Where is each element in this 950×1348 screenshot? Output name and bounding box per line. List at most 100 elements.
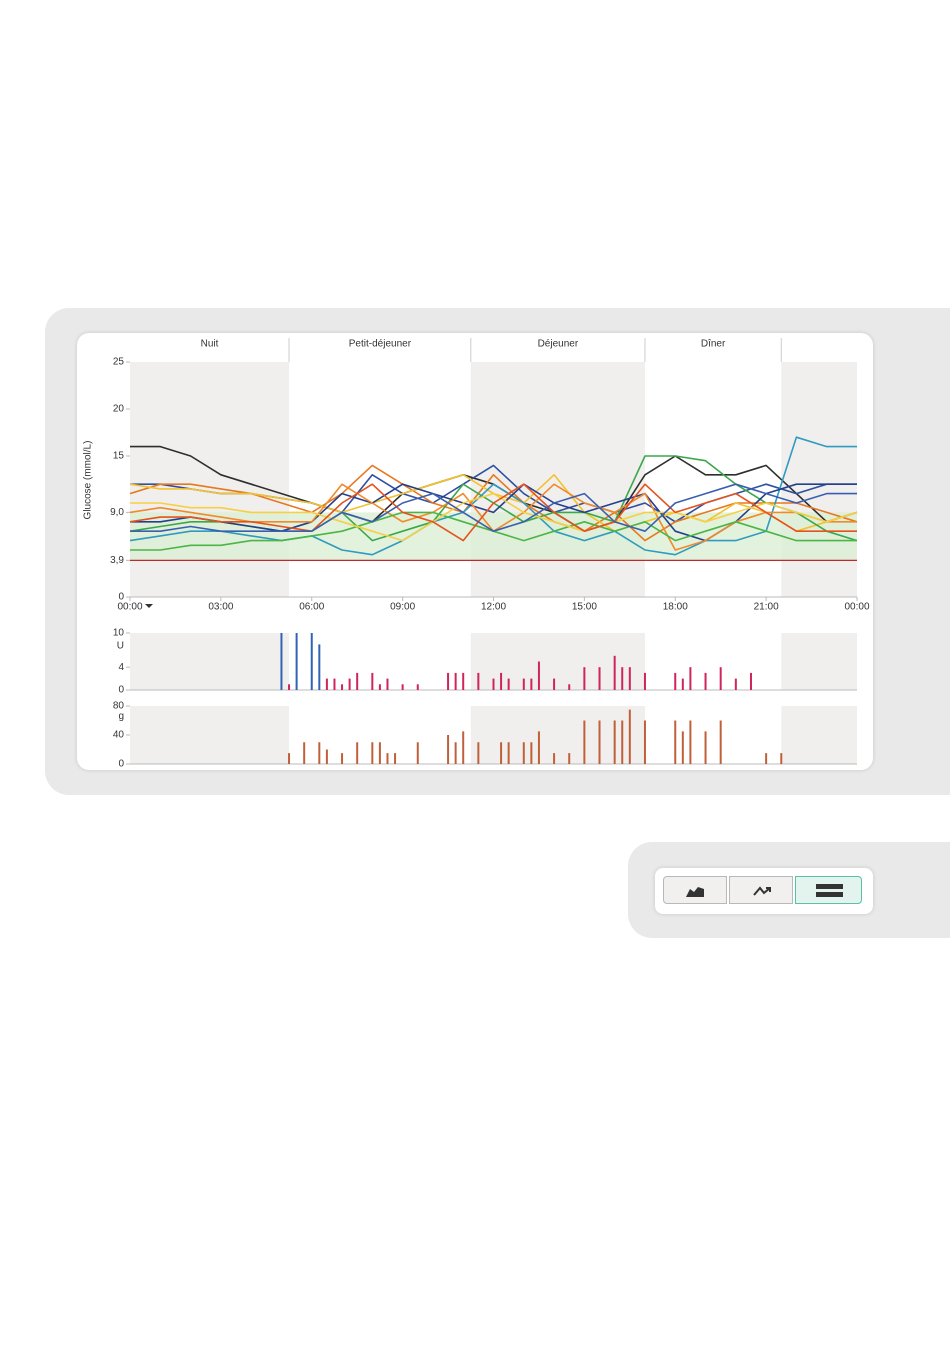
period-shade bbox=[130, 633, 290, 690]
bar bbox=[780, 753, 783, 764]
bar bbox=[507, 678, 510, 690]
x-tick-label: 15:00 bbox=[572, 602, 597, 613]
bar bbox=[394, 753, 397, 764]
glucose-line bbox=[130, 483, 857, 532]
bar bbox=[416, 684, 419, 690]
bar bbox=[681, 678, 684, 690]
bar bbox=[643, 672, 646, 690]
y-tick-label: 3,9 bbox=[110, 555, 124, 566]
bar bbox=[734, 678, 737, 690]
bar bbox=[537, 661, 540, 690]
icon bbox=[753, 886, 771, 896]
bar bbox=[613, 655, 616, 690]
period-shade bbox=[470, 633, 645, 690]
bar bbox=[553, 753, 556, 764]
y-tick-label: 80 bbox=[113, 701, 125, 712]
bar bbox=[500, 672, 503, 690]
bar bbox=[500, 742, 503, 764]
bar bbox=[454, 672, 457, 690]
bar bbox=[568, 753, 571, 764]
x-tick-label: 18:00 bbox=[663, 602, 688, 613]
bar bbox=[583, 667, 586, 690]
trend-view-button[interactable] bbox=[729, 876, 793, 904]
bar bbox=[719, 667, 722, 690]
bar bbox=[689, 720, 692, 764]
y-unit-label: g bbox=[118, 711, 124, 722]
bar bbox=[628, 667, 631, 690]
period-shade bbox=[470, 706, 645, 764]
bar bbox=[386, 753, 389, 764]
period-label: Déjeuner bbox=[538, 339, 579, 350]
bar bbox=[462, 731, 465, 764]
bar bbox=[522, 678, 525, 690]
bar bbox=[280, 633, 283, 690]
period-shade bbox=[130, 362, 290, 597]
stacked-view-button[interactable] bbox=[795, 876, 862, 904]
period-shade bbox=[781, 633, 857, 690]
bar bbox=[681, 731, 684, 764]
bar bbox=[704, 731, 707, 764]
bar bbox=[318, 742, 321, 764]
bar bbox=[689, 667, 692, 690]
bar bbox=[598, 720, 601, 764]
period-label: Nuit bbox=[201, 339, 219, 350]
bar bbox=[553, 678, 556, 690]
bar bbox=[378, 742, 381, 764]
bar bbox=[507, 742, 510, 764]
bar bbox=[674, 672, 677, 690]
bar bbox=[325, 749, 328, 764]
y-tick-label: 4 bbox=[118, 662, 124, 673]
bar bbox=[295, 633, 298, 690]
bar bbox=[341, 684, 344, 690]
bar bbox=[318, 644, 321, 690]
bar bbox=[288, 753, 291, 764]
bar bbox=[530, 678, 533, 690]
y-tick-label: 0 bbox=[118, 592, 124, 603]
bar bbox=[401, 684, 404, 690]
bar bbox=[704, 672, 707, 690]
y-tick-label: 0 bbox=[118, 759, 124, 770]
y-tick-label: 40 bbox=[113, 730, 125, 741]
bar bbox=[447, 672, 450, 690]
bar bbox=[583, 720, 586, 764]
bar bbox=[530, 742, 533, 764]
bar bbox=[348, 678, 351, 690]
y-tick-label: 20 bbox=[113, 404, 125, 415]
overlay-view-button[interactable] bbox=[663, 876, 727, 904]
icon bbox=[686, 887, 704, 897]
x-range-menu bbox=[145, 604, 153, 608]
bar bbox=[719, 720, 722, 764]
bar bbox=[462, 672, 465, 690]
bar bbox=[621, 667, 624, 690]
x-tick-label: 00:00 bbox=[117, 602, 142, 613]
bar bbox=[386, 678, 389, 690]
y-tick-label: 15 bbox=[113, 451, 125, 462]
chart: Glucose (mmol/L) Nuit Petit-déjeuner Déjeu… bbox=[83, 338, 870, 770]
bar bbox=[522, 742, 525, 764]
bar bbox=[371, 672, 374, 690]
bar bbox=[477, 672, 480, 690]
bar bbox=[310, 633, 313, 690]
bar bbox=[333, 678, 336, 690]
bar bbox=[643, 720, 646, 764]
bar bbox=[765, 753, 768, 764]
period-shade bbox=[130, 706, 290, 764]
bar bbox=[674, 720, 677, 764]
x-tick-label: 09:00 bbox=[390, 602, 415, 613]
bar bbox=[598, 667, 601, 690]
bar bbox=[371, 742, 374, 764]
y-tick-label: 10 bbox=[113, 628, 125, 639]
bar bbox=[356, 672, 359, 690]
x-tick-label: 06:00 bbox=[299, 602, 324, 613]
period-shade bbox=[781, 362, 857, 597]
period-shade bbox=[781, 706, 857, 764]
y-axis-label: Glucose (mmol/L) bbox=[83, 441, 94, 520]
x-tick-label: 21:00 bbox=[754, 602, 779, 613]
x-tick-label: 00:00 bbox=[844, 602, 869, 613]
bar bbox=[303, 742, 306, 764]
bar bbox=[378, 684, 381, 690]
y-tick-label: 25 bbox=[113, 357, 125, 368]
bar bbox=[628, 709, 631, 764]
glucose-line bbox=[130, 492, 858, 542]
bar bbox=[416, 742, 419, 764]
